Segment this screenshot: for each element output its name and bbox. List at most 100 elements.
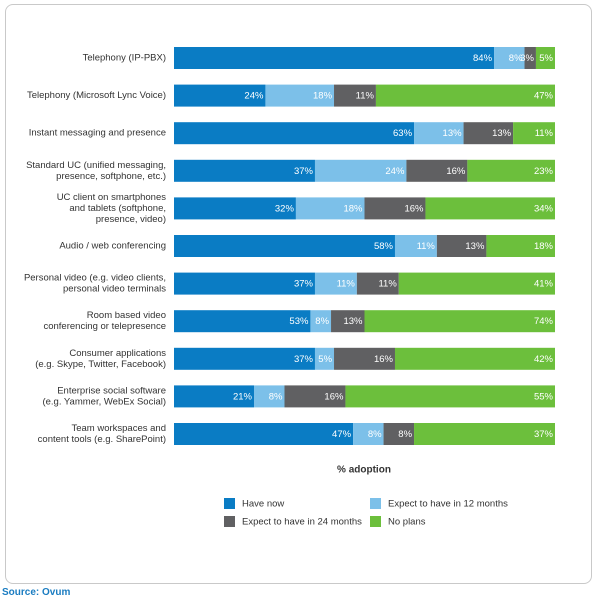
bar-segment-expect-to-have-in-12-months <box>314 159 407 182</box>
data-label: 5% <box>318 354 332 365</box>
data-label: 37% <box>534 429 554 440</box>
category-label: content tools (e.g. SharePoint) <box>38 434 166 445</box>
category-label: personal video terminals <box>63 284 166 295</box>
category-label: Telephony (IP-PBX) <box>83 53 166 64</box>
bar-segment-expect-to-have-in-24-months <box>334 84 376 107</box>
legend-swatch-have-now <box>224 498 235 509</box>
data-label: 37% <box>294 354 314 365</box>
bar-segment-no-plans <box>375 84 555 107</box>
bar-segment-expect-to-have-in-12-months <box>353 423 384 445</box>
bar-segment-no-plans <box>394 347 555 370</box>
data-label: 42% <box>534 354 554 365</box>
bar-segment-expect-to-have-in-12-months <box>394 235 437 257</box>
data-label: 32% <box>275 203 295 214</box>
bar-segment-no-plans <box>467 159 555 182</box>
data-label: 13% <box>465 241 485 252</box>
bar-segment-expect-to-have-in-24-months <box>334 347 395 370</box>
data-label: 18% <box>313 91 333 102</box>
bar-segment-have-now <box>174 84 266 107</box>
data-label: 13% <box>492 128 512 139</box>
bar-segment-no-plans <box>535 47 555 69</box>
data-label: 16% <box>324 391 344 402</box>
bar-segment-expect-to-have-in-12-months <box>295 197 365 220</box>
data-label: 18% <box>534 241 554 252</box>
category-label: UC client on smartphones <box>57 192 167 203</box>
bar-segment-expect-to-have-in-12-months <box>414 122 464 145</box>
bar-segment-have-now <box>174 197 296 220</box>
bar-segment-no-plans <box>364 310 555 333</box>
data-label: 8% <box>398 429 412 440</box>
bar-segment-expect-to-have-in-24-months <box>284 385 346 408</box>
data-label: 47% <box>332 429 352 440</box>
data-label: 8% <box>269 391 283 402</box>
category-label: Room based video <box>87 310 166 321</box>
category-label: Personal video (e.g. video clients, <box>24 273 166 284</box>
bar-segment-have-now <box>174 385 255 408</box>
category-label: Standard UC (unified messaging, <box>26 160 166 171</box>
data-label: 41% <box>534 279 554 290</box>
data-label: 5% <box>539 53 553 64</box>
bar-segment-no-plans <box>513 122 555 145</box>
data-label: 11% <box>378 279 397 290</box>
bar-segment-expect-to-have-in-24-months <box>406 159 468 182</box>
data-label: 16% <box>374 354 394 365</box>
category-label: Telephony (Microsoft Lync Voice) <box>27 90 166 101</box>
data-label: 37% <box>294 279 314 290</box>
data-label: 34% <box>534 203 554 214</box>
bar-segment-expect-to-have-in-24-months <box>463 122 514 145</box>
bar-segment-expect-to-have-in-12-months <box>494 47 525 69</box>
data-label: 47% <box>534 91 554 102</box>
data-label: 18% <box>343 203 363 214</box>
bar-segment-expect-to-have-in-24-months <box>383 423 415 445</box>
bar-segment-expect-to-have-in-12-months <box>314 347 335 370</box>
bar-segment-have-now <box>174 347 315 370</box>
category-label: Audio / web conferencing <box>59 241 166 252</box>
bar-segment-expect-to-have-in-24-months <box>524 47 536 69</box>
data-label: 8% <box>315 316 329 327</box>
bar-segment-no-plans <box>486 235 555 257</box>
data-label: 23% <box>534 166 554 177</box>
data-label: 8% <box>368 429 382 440</box>
legend-label: Have now <box>242 499 284 510</box>
data-label: 3% <box>520 53 534 64</box>
bar-segment-have-now <box>174 235 395 257</box>
category-label: (e.g. Yammer, WebEx Social) <box>42 396 166 407</box>
bar-segment-no-plans <box>425 197 555 220</box>
category-label: (e.g. Skype, Twitter, Facebook) <box>35 359 166 370</box>
bar-segment-no-plans <box>414 423 555 445</box>
bar-segment-have-now <box>174 122 415 145</box>
bar-segment-expect-to-have-in-24-months <box>331 310 365 333</box>
legend-swatch-expect-to-have-in-12-months <box>370 498 381 509</box>
data-label: 11% <box>337 279 356 290</box>
category-label: conferencing or telepresence <box>43 321 166 332</box>
legend-label: No plans <box>388 517 426 528</box>
legend-swatch-expect-to-have-in-24-months <box>224 516 235 527</box>
data-label: 13% <box>443 128 463 139</box>
data-label: 24% <box>244 91 264 102</box>
data-label: 13% <box>343 316 363 327</box>
data-label: 16% <box>446 166 466 177</box>
data-label: 55% <box>534 391 554 402</box>
data-label: 74% <box>534 316 554 327</box>
bar-segment-expect-to-have-in-12-months <box>265 84 335 107</box>
bar-segment-expect-to-have-in-24-months <box>436 235 487 257</box>
data-label: 84% <box>473 53 493 64</box>
category-label: presence, video) <box>96 214 166 225</box>
bar-segment-expect-to-have-in-12-months <box>254 385 285 408</box>
bar-segment-no-plans <box>398 272 555 295</box>
x-axis-label: % adoption <box>337 465 391 476</box>
bar-segment-expect-to-have-in-24-months <box>364 197 426 220</box>
bar-segment-expect-to-have-in-24-months <box>356 272 399 295</box>
data-label: 53% <box>289 316 309 327</box>
data-label: 58% <box>374 241 394 252</box>
bar-segment-have-now <box>174 272 315 295</box>
bar-segment-have-now <box>174 310 311 333</box>
data-label: 11% <box>356 91 375 102</box>
legend-label: Expect to have in 12 months <box>388 499 508 510</box>
legend-label: Expect to have in 24 months <box>242 517 362 528</box>
data-label: 8% <box>509 53 523 64</box>
data-label: 11% <box>535 128 554 139</box>
category-label: and tablets (softphone, <box>69 203 166 214</box>
bar-segment-no-plans <box>345 385 555 408</box>
bar-segment-have-now <box>174 159 315 182</box>
